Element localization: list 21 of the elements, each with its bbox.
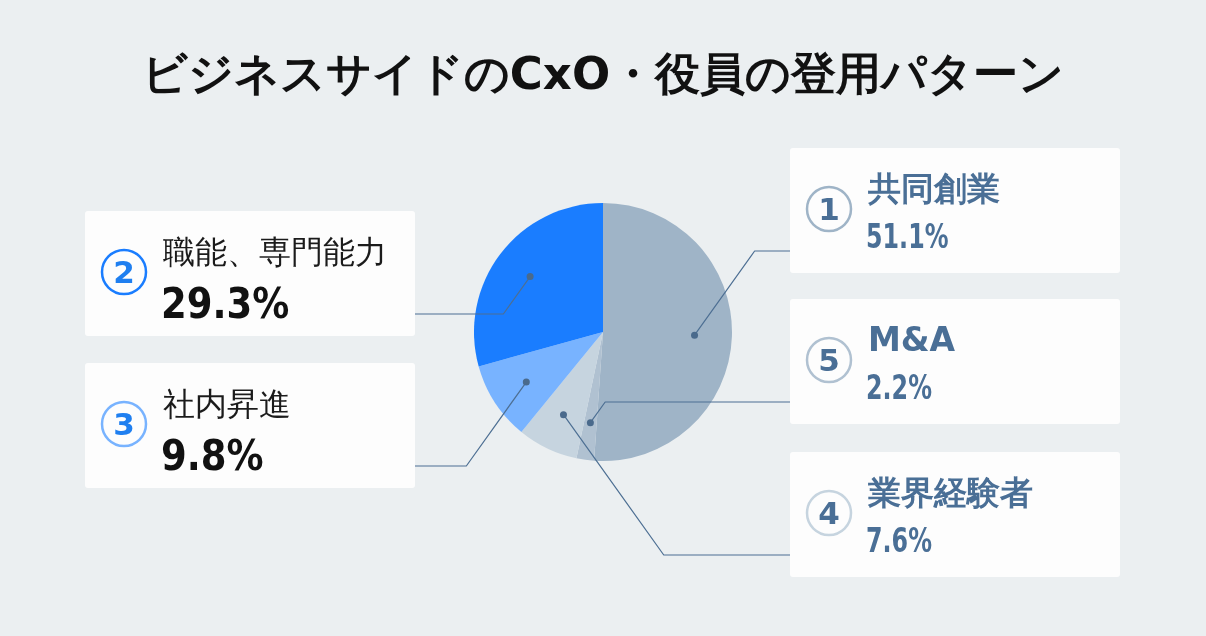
pie-slice xyxy=(474,203,603,367)
text: 5 xyxy=(818,342,840,378)
pie-slice xyxy=(478,332,603,432)
text: 3 xyxy=(113,406,135,442)
text: 1 xyxy=(818,191,840,227)
data-label: 29.3% xyxy=(161,278,290,328)
data-label: 7.6% xyxy=(866,520,932,561)
legend-label: 業界経験者 xyxy=(867,473,1033,512)
legend-label: 社内昇進 xyxy=(163,385,291,423)
pie-slice xyxy=(594,203,732,461)
data-label: 51.1% xyxy=(866,216,949,257)
text: 2 xyxy=(113,254,135,290)
legend-label: 共同創業 xyxy=(867,169,1000,208)
chart-title: ビジネスサイドのCxO・役員の登用パターン xyxy=(141,47,1065,100)
pie-slice xyxy=(521,332,603,459)
data-label: 9.8% xyxy=(161,430,264,480)
pie-slice xyxy=(576,332,603,461)
data-label: 2.2% xyxy=(866,367,932,408)
legend-label: M&A xyxy=(868,320,956,359)
legend-label: 職能、専門能力 xyxy=(163,233,387,271)
text: 4 xyxy=(818,495,840,531)
